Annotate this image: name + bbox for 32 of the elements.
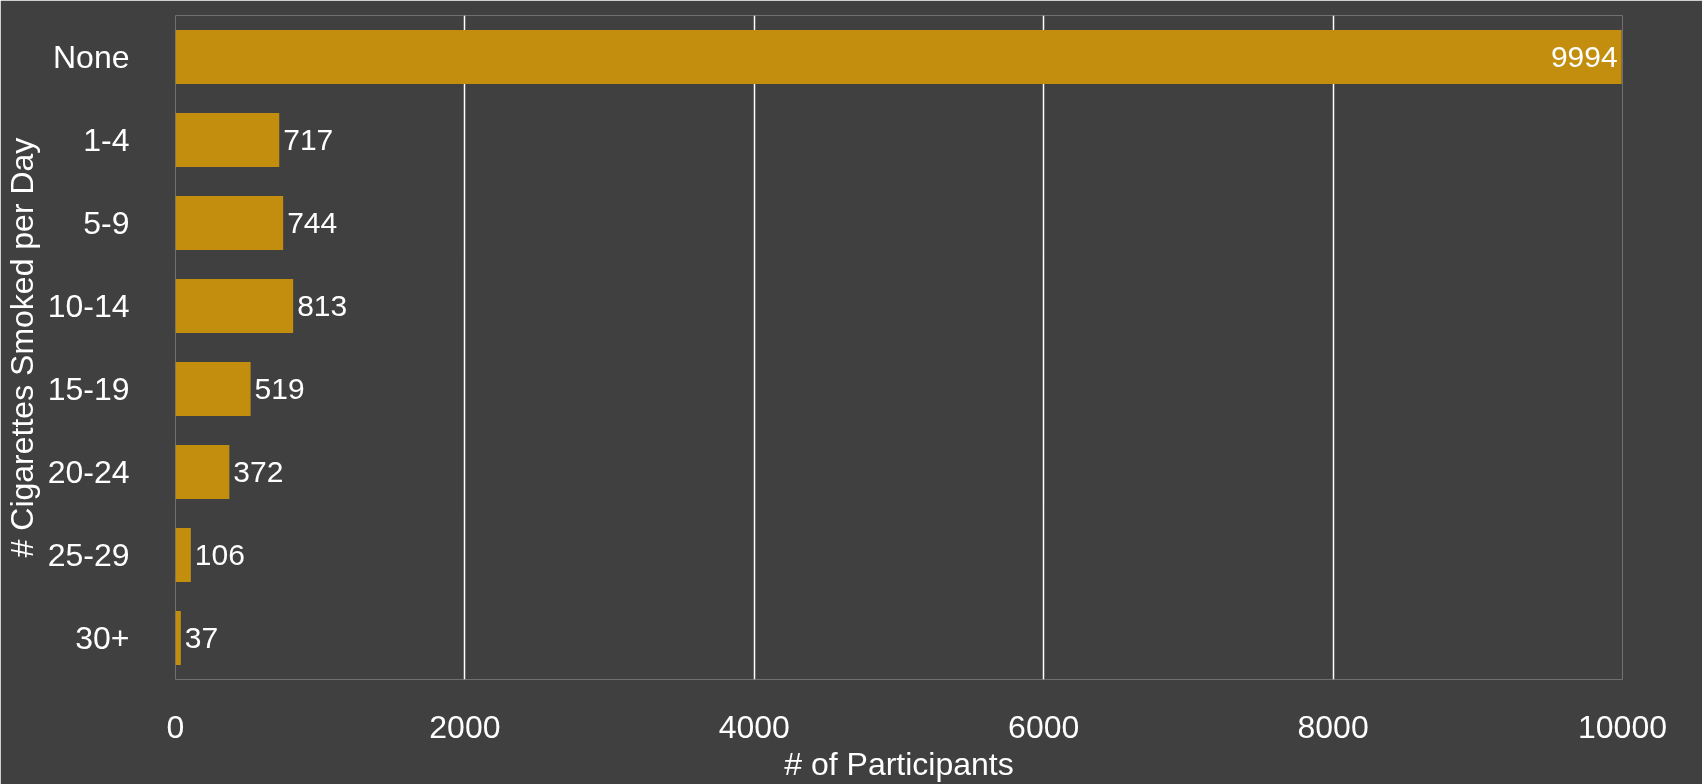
y-tick-label: 5-9 — [83, 205, 130, 241]
y-tick-label: 20-24 — [47, 454, 130, 490]
x-axis-title: # of Participants — [784, 745, 1014, 782]
x-tick-label: 8000 — [1297, 708, 1369, 745]
y-tick-label: 1-4 — [83, 122, 130, 158]
x-tick-label: 0 — [166, 708, 185, 745]
bar — [175, 196, 284, 250]
data-label: 744 — [287, 206, 338, 239]
y-tick-label: 15-19 — [47, 371, 130, 407]
data-label: 519 — [254, 372, 305, 405]
data-label: 37 — [184, 621, 219, 654]
bar — [175, 445, 230, 499]
data-label: 106 — [194, 538, 245, 571]
y-tick-label: 10-14 — [47, 288, 130, 324]
x-tick-label: 4000 — [718, 708, 790, 745]
y-tick-label: None — [53, 39, 130, 75]
bar — [175, 528, 191, 582]
y-axis-title: # Cigarettes Smoked per Day — [3, 137, 40, 558]
data-label: 813 — [297, 289, 348, 322]
x-tick-label: 10000 — [1578, 708, 1667, 745]
bar — [175, 113, 280, 167]
bar — [175, 30, 1622, 84]
bar — [175, 362, 251, 416]
data-label: 9994 — [1550, 40, 1618, 73]
bar — [175, 611, 181, 665]
x-tick-label: 6000 — [1008, 708, 1080, 745]
y-tick-label: 30+ — [75, 620, 130, 656]
bar — [175, 279, 294, 333]
x-tick-label: 2000 — [429, 708, 501, 745]
data-label: 372 — [233, 455, 284, 488]
y-tick-label: 25-29 — [47, 537, 130, 573]
data-label: 717 — [283, 123, 334, 156]
